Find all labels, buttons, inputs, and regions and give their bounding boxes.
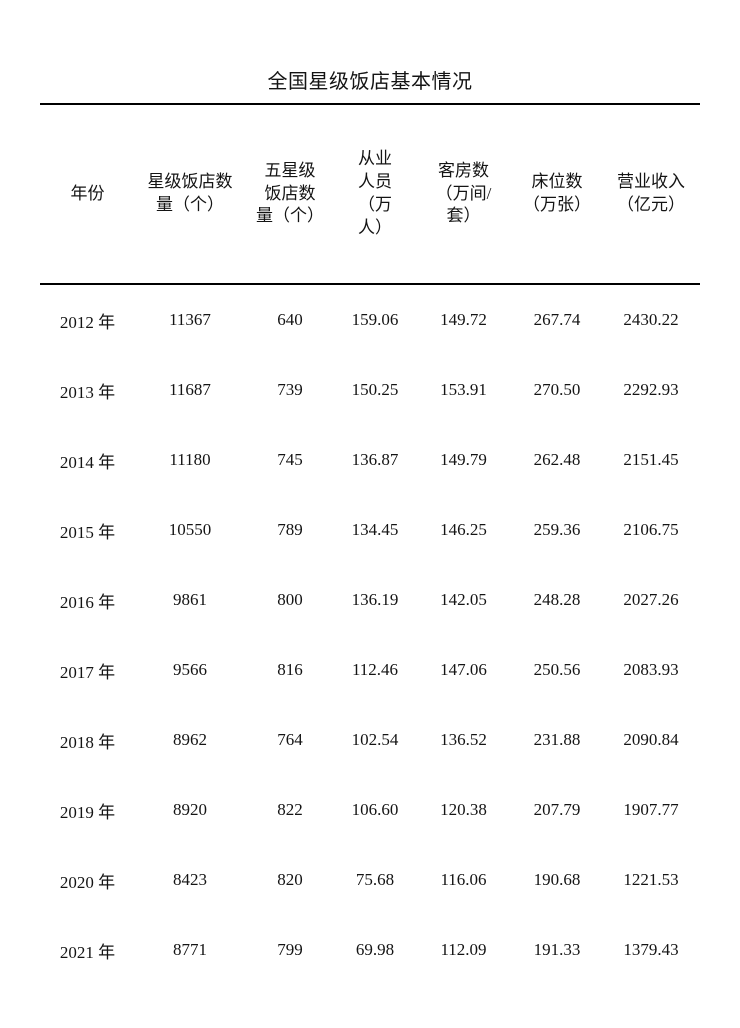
- table-cell: 262.48: [533, 450, 581, 469]
- table-cell: 739: [277, 380, 303, 399]
- year-cell: 2015 年: [59, 522, 116, 542]
- table-row: 2015 年 10550 789 134.45 146.25 259.36 21…: [40, 495, 700, 565]
- column-header-beds: 床位数 （万张）: [512, 104, 602, 285]
- table-cell: 112.46: [351, 660, 399, 679]
- table-cell: 159.06: [351, 310, 399, 329]
- table-cell: 1907.77: [623, 800, 679, 819]
- table-cell: 149.79: [440, 450, 487, 469]
- table-cell: 2083.93: [623, 660, 679, 679]
- year-cell: 2021 年: [59, 942, 116, 962]
- table-cell: 8771: [173, 940, 207, 959]
- table-row: 2019 年 8920 822 106.60 120.38 207.79 190…: [40, 775, 700, 845]
- table-cell: 1221.53: [623, 870, 679, 889]
- table-cell: 640: [277, 310, 303, 329]
- table-cell: 136.52: [440, 730, 487, 749]
- table-cell: 2106.75: [623, 520, 679, 539]
- table-cell: 8962: [173, 730, 207, 749]
- table-cell: 822: [277, 800, 303, 819]
- column-header-five-star-hotels: 五星级 饭店数 量（个）: [245, 104, 335, 285]
- table-cell: 11687: [169, 380, 211, 399]
- table-cell: 2090.84: [623, 730, 679, 749]
- table-cell: 116.06: [440, 870, 487, 889]
- table-cell: 9861: [173, 590, 207, 609]
- table-cell: 2292.93: [623, 380, 679, 399]
- table-cell: 207.79: [533, 800, 581, 819]
- column-header-year: 年份: [40, 104, 135, 285]
- table-cell: 153.91: [440, 380, 487, 399]
- year-cell: 2018 年: [59, 732, 116, 752]
- table-cell: 764: [277, 730, 303, 749]
- table-cell: 816: [277, 660, 303, 679]
- table-cell: 800: [277, 590, 303, 609]
- year-cell: 2016 年: [59, 592, 116, 612]
- year-cell: 2012 年: [59, 312, 116, 332]
- table-cell: 10550: [168, 520, 212, 539]
- table-row: 2018 年 8962 764 102.54 136.52 231.88 209…: [40, 705, 700, 775]
- table-cell: 267.74: [533, 310, 581, 329]
- table-header: 年份 星级饭店数 量（个） 五星级 饭店数 量（个） 从业 人员 （万 人） 客…: [40, 104, 700, 285]
- table-cell: 8423: [173, 870, 207, 889]
- table-cell: 2151.45: [623, 450, 679, 469]
- table-cell: 745: [277, 450, 303, 469]
- table-cell: 248.28: [533, 590, 581, 609]
- table-cell: 789: [277, 520, 303, 539]
- header-row: 年份 星级饭店数 量（个） 五星级 饭店数 量（个） 从业 人员 （万 人） 客…: [40, 104, 700, 285]
- table-cell: 9566: [173, 660, 207, 679]
- table-row: 2021 年 8771 799 69.98 112.09 191.33 1379…: [40, 915, 700, 985]
- year-cell: 2017 年: [59, 662, 116, 682]
- table-cell: 150.25: [351, 380, 399, 399]
- table-row: 2017 年 9566 816 112.46 147.06 250.56 208…: [40, 635, 700, 705]
- year-cell: 2019 年: [59, 802, 116, 822]
- table-row: 2014 年 11180 745 136.87 149.79 262.48 21…: [40, 425, 700, 495]
- table-cell: 1379.43: [623, 940, 679, 959]
- table-row: 2013 年 11687 739 150.25 153.91 270.50 22…: [40, 355, 700, 425]
- year-cell: 2013 年: [59, 382, 116, 402]
- hotels-stats-table: 年份 星级饭店数 量（个） 五星级 饭店数 量（个） 从业 人员 （万 人） 客…: [40, 103, 700, 985]
- table-cell: 11367: [169, 310, 211, 329]
- table-cell: 820: [277, 870, 303, 889]
- table-cell: 146.25: [440, 520, 487, 539]
- table-cell: 136.19: [351, 590, 399, 609]
- table-cell: 2027.26: [623, 590, 679, 609]
- table-cell: 69.98: [355, 940, 395, 959]
- table-cell: 8920: [173, 800, 207, 819]
- table-cell: 799: [277, 940, 303, 959]
- table-cell: 136.87: [351, 450, 399, 469]
- table-cell: 2430.22: [623, 310, 679, 329]
- year-cell: 2020 年: [59, 872, 116, 892]
- table-row: 2020 年 8423 820 75.68 116.06 190.68 1221…: [40, 845, 700, 915]
- table-cell: 147.06: [440, 660, 487, 679]
- table-cell: 149.72: [440, 310, 487, 329]
- year-cell: 2014 年: [59, 452, 116, 472]
- table-cell: 250.56: [533, 660, 581, 679]
- table-cell: 134.45: [351, 520, 399, 539]
- table-cell: 120.38: [440, 800, 487, 819]
- table-cell: 191.33: [533, 940, 581, 959]
- table-cell: 142.05: [440, 590, 487, 609]
- column-header-revenue: 营业收入 （亿元）: [602, 104, 700, 285]
- table-cell: 112.09: [440, 940, 487, 959]
- table-row: 2012 年 11367 640 159.06 149.72 267.74 24…: [40, 284, 700, 355]
- table-cell: 11180: [169, 450, 211, 469]
- column-header-employees: 从业 人员 （万 人）: [335, 104, 415, 285]
- table-cell: 190.68: [533, 870, 581, 889]
- column-header-star-hotels: 星级饭店数 量（个）: [135, 104, 245, 285]
- table-cell: 106.60: [351, 800, 399, 819]
- document-title: 全国星级饭店基本情况: [267, 71, 473, 93]
- table-body: 2012 年 11367 640 159.06 149.72 267.74 24…: [40, 284, 700, 985]
- table-cell: 270.50: [533, 380, 581, 399]
- column-header-rooms: 客房数 （万间/ 套）: [415, 104, 512, 285]
- table-cell: 231.88: [533, 730, 581, 749]
- table-row: 2016 年 9861 800 136.19 142.05 248.28 202…: [40, 565, 700, 635]
- table-cell: 102.54: [351, 730, 399, 749]
- table-cell: 75.68: [355, 870, 395, 889]
- table-cell: 259.36: [533, 520, 581, 539]
